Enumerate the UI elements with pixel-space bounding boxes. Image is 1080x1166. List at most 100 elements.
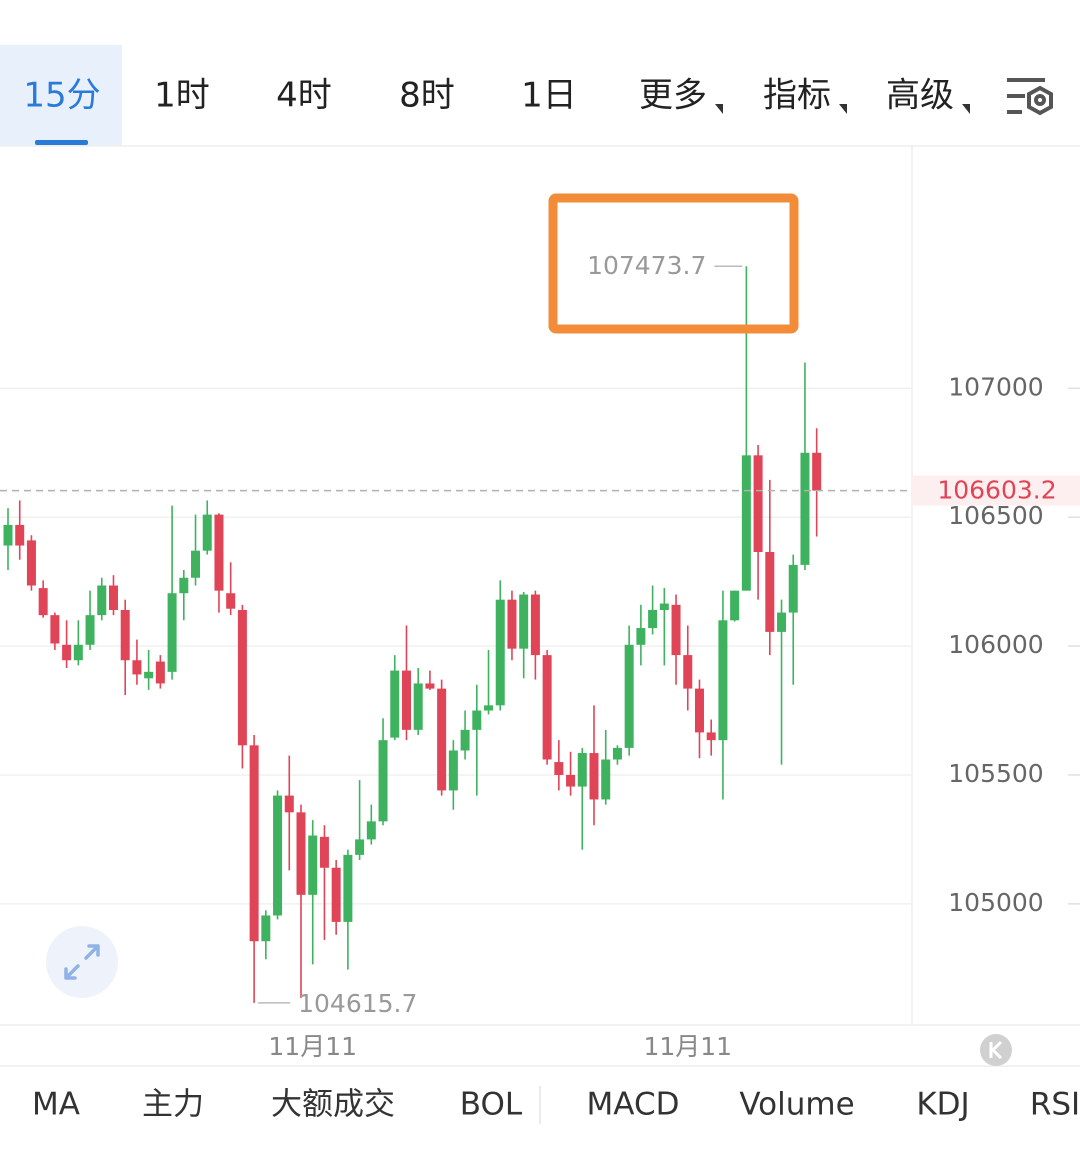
candle-body — [214, 514, 224, 591]
candle-body — [237, 609, 247, 746]
candle-body — [366, 821, 376, 840]
highlight-box — [548, 193, 799, 334]
reset-button[interactable] — [980, 1034, 1012, 1066]
candle-body — [495, 599, 505, 706]
candle-body — [191, 550, 201, 578]
candle-body — [308, 835, 318, 895]
candle-body — [448, 750, 458, 791]
grid — [0, 387, 1080, 905]
candle-body — [73, 644, 83, 661]
candle-body — [671, 604, 681, 656]
y-tick-label: 105000 — [948, 888, 1043, 917]
candle-body — [167, 593, 177, 672]
candle-body — [694, 688, 704, 733]
expand-button[interactable] — [46, 926, 118, 998]
indicator[interactable]: RSI — [1030, 1087, 1080, 1123]
candle-body — [589, 753, 599, 800]
candle-body — [26, 540, 36, 586]
candle-body — [683, 655, 693, 689]
candle-body — [800, 452, 810, 565]
active-tab-indicator — [35, 140, 88, 145]
candle-body — [15, 524, 25, 546]
tab[interactable]: 8时 — [399, 76, 455, 116]
candle-body — [401, 670, 411, 730]
tab[interactable]: 1日 — [521, 76, 577, 116]
candle-body — [624, 644, 634, 748]
candle-body — [50, 615, 60, 644]
candle-body — [812, 452, 822, 491]
candles — [3, 266, 822, 1003]
x-tick-label: 11月11 — [268, 1032, 357, 1061]
candle-body — [343, 854, 353, 922]
candle-body — [519, 594, 529, 649]
tab[interactable]: 15分 — [23, 76, 100, 116]
candle-body — [601, 759, 611, 800]
indicator[interactable]: MA — [32, 1087, 80, 1123]
candle-body — [319, 836, 329, 868]
candle-body — [179, 577, 189, 594]
y-tick-label: 106000 — [948, 630, 1043, 659]
candle-body — [730, 590, 740, 621]
tab[interactable]: 4时 — [276, 76, 332, 116]
candle-body — [120, 609, 130, 661]
last-price-label: 106603.2 — [937, 476, 1056, 505]
candle-body — [355, 839, 365, 855]
candle-body — [249, 745, 259, 942]
tab[interactable]: 指标 — [763, 76, 831, 116]
indicator[interactable]: 大额成交 — [271, 1087, 395, 1123]
candle-body — [706, 732, 716, 741]
low-label: 104615.7 — [298, 989, 417, 1018]
y-tick-label: 107000 — [948, 372, 1043, 401]
candle-body — [97, 585, 107, 616]
y-tick-label: 106500 — [948, 501, 1043, 530]
candle-body — [413, 683, 423, 730]
candle-body — [226, 593, 236, 609]
indicator[interactable]: MACD — [587, 1087, 680, 1123]
dropdown-caret — [962, 104, 970, 114]
candle-body — [566, 774, 576, 787]
candle-body — [460, 729, 470, 751]
candle-body — [273, 795, 283, 916]
dropdown-caret — [839, 104, 847, 114]
y-tick-label: 105500 — [948, 759, 1043, 788]
indicator[interactable]: BOL — [460, 1087, 523, 1123]
candle-body — [577, 753, 587, 787]
candle-body — [331, 867, 341, 922]
candle-body — [472, 710, 482, 730]
candle-body — [108, 585, 118, 610]
tab[interactable]: 1时 — [154, 76, 210, 116]
candle-body — [284, 795, 294, 813]
candle-body — [788, 564, 798, 613]
candle-body — [753, 455, 763, 552]
candle-body — [425, 683, 435, 689]
candle-body — [612, 747, 622, 760]
candle-body — [62, 644, 72, 661]
candle-body — [144, 671, 154, 679]
last-price-bg — [912, 475, 1080, 506]
filter-icon[interactable] — [1007, 78, 1053, 116]
high-label: 107473.7 — [587, 251, 706, 280]
candle-body — [530, 594, 540, 656]
candle-body — [741, 455, 751, 591]
candle-body — [155, 661, 165, 684]
indicator[interactable]: KDJ — [916, 1087, 969, 1123]
indicator[interactable]: 主力 — [142, 1087, 204, 1123]
candle-body — [542, 655, 552, 760]
candle-body — [261, 915, 271, 942]
candle-body — [390, 670, 400, 738]
candle-body — [765, 551, 775, 632]
candle-body — [777, 612, 787, 632]
candle-body — [3, 524, 13, 546]
tab[interactable]: 更多 — [639, 76, 707, 116]
candle-body — [38, 588, 48, 616]
candle-body — [554, 762, 564, 775]
candle-body — [202, 514, 212, 551]
candle-body — [85, 615, 95, 645]
indicator[interactable]: Volume — [739, 1087, 854, 1123]
candle-body — [648, 609, 658, 629]
candle-body — [718, 620, 728, 741]
candle-body — [296, 812, 306, 895]
tab[interactable]: 高级 — [886, 76, 954, 116]
